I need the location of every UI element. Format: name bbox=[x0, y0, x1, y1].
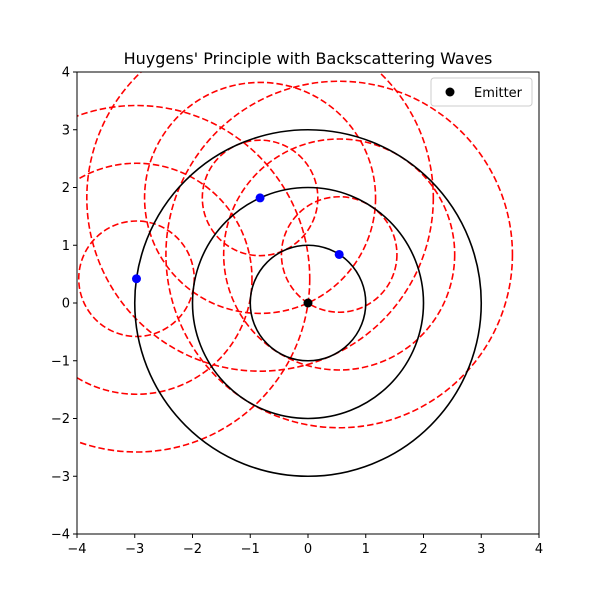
y-tick-label: 1 bbox=[62, 239, 70, 254]
y-tick-label: 2 bbox=[62, 181, 70, 196]
wavelet-circle bbox=[77, 104, 311, 453]
scatter-point bbox=[131, 274, 141, 284]
x-tick-label: 4 bbox=[535, 542, 543, 557]
x-tick-label: −4 bbox=[67, 542, 86, 557]
primary-wavefronts bbox=[133, 128, 483, 478]
y-tick-label: −4 bbox=[51, 528, 70, 543]
x-tick-label: −2 bbox=[183, 542, 202, 557]
scatter-point bbox=[334, 249, 344, 259]
wavelet-circle bbox=[165, 80, 514, 429]
y-axis: −4 −3 −2 −1 0 1 2 3 4 bbox=[51, 66, 77, 543]
wavelet-circle bbox=[77, 162, 253, 396]
chart-title: Huygens' Principle with Backscattering W… bbox=[124, 49, 493, 68]
scatter-points bbox=[131, 193, 344, 308]
x-tick-label: −3 bbox=[125, 542, 144, 557]
scatter-point bbox=[255, 193, 265, 203]
emitter-point bbox=[303, 298, 313, 308]
x-tick-label: 1 bbox=[362, 542, 370, 557]
x-tick-label: 3 bbox=[477, 542, 485, 557]
x-tick-label: −1 bbox=[241, 542, 260, 557]
wavelet-circle bbox=[77, 220, 196, 338]
x-tick-label: 2 bbox=[419, 542, 427, 557]
x-axis: −4 −3 −2 −1 0 1 2 3 4 bbox=[67, 534, 543, 557]
x-tick-label: 0 bbox=[304, 542, 312, 557]
legend-box bbox=[430, 77, 533, 107]
wavelet-circle bbox=[201, 139, 319, 257]
y-tick-label: 4 bbox=[62, 66, 70, 81]
wavelet-circle bbox=[280, 195, 398, 314]
wavefront-circle bbox=[249, 244, 367, 362]
wavefront-circle bbox=[133, 128, 483, 478]
y-tick-label: −2 bbox=[51, 412, 70, 427]
legend-emitter-label: Emitter bbox=[474, 86, 523, 101]
legend-emitter-marker bbox=[445, 87, 455, 97]
secondary-wavelets bbox=[77, 72, 514, 453]
wavefront-circle bbox=[191, 186, 425, 420]
legend: Emitter bbox=[430, 77, 533, 107]
wavelet-circle bbox=[86, 72, 435, 372]
wavelet-circle bbox=[222, 138, 456, 371]
y-tick-label: −3 bbox=[51, 470, 70, 485]
y-tick-label: 0 bbox=[62, 297, 70, 312]
wavelet-circle bbox=[143, 81, 377, 315]
y-tick-label: −1 bbox=[51, 354, 70, 369]
y-tick-label: 3 bbox=[62, 123, 70, 138]
